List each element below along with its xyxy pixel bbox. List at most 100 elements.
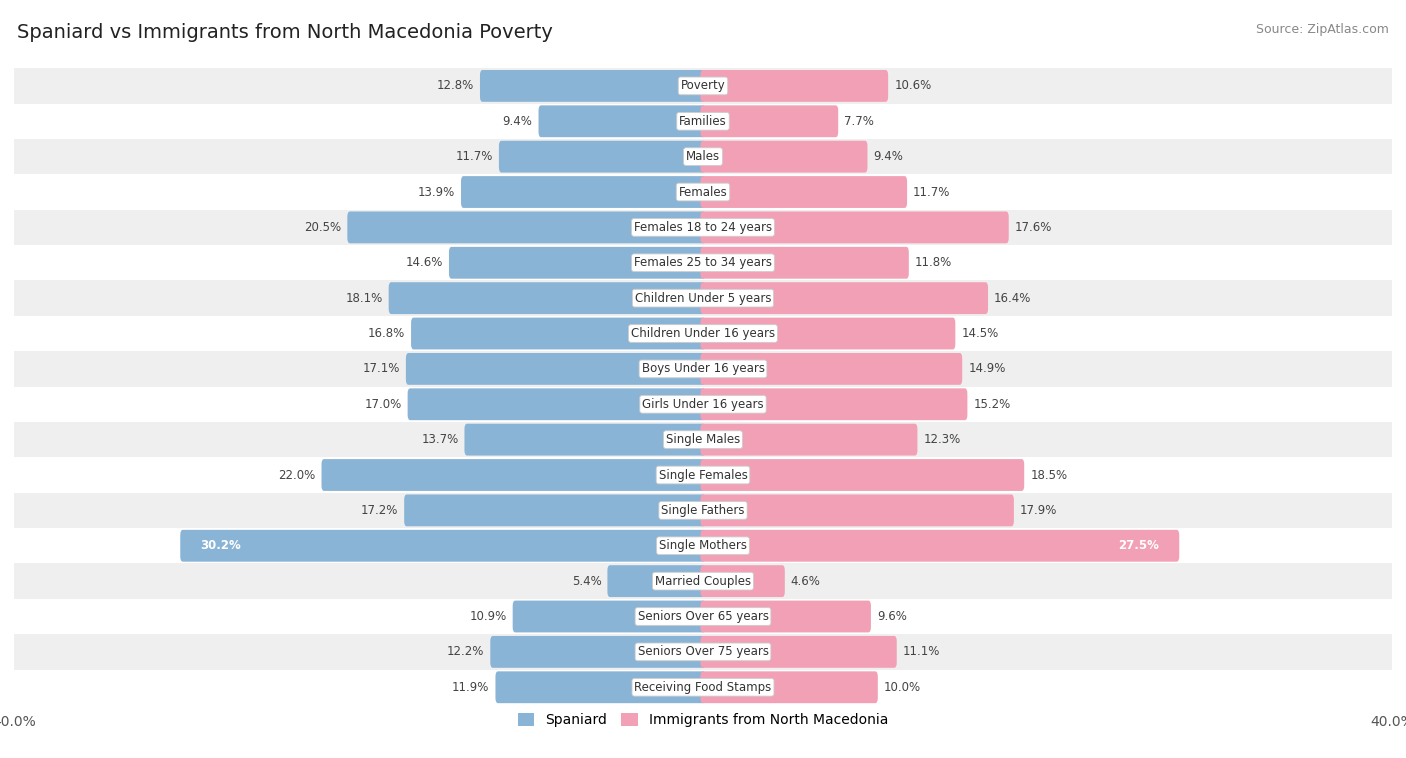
- Text: Children Under 5 years: Children Under 5 years: [634, 292, 772, 305]
- Bar: [14, 457, 1392, 493]
- FancyBboxPatch shape: [180, 530, 706, 562]
- Bar: [14, 139, 1392, 174]
- Text: 10.9%: 10.9%: [470, 610, 506, 623]
- Text: 9.4%: 9.4%: [873, 150, 904, 163]
- Bar: [14, 528, 1392, 563]
- Bar: [14, 68, 1392, 104]
- Text: Females 18 to 24 years: Females 18 to 24 years: [634, 221, 772, 234]
- Text: 17.2%: 17.2%: [361, 504, 398, 517]
- FancyBboxPatch shape: [513, 600, 706, 632]
- FancyBboxPatch shape: [700, 388, 967, 420]
- Text: Females 25 to 34 years: Females 25 to 34 years: [634, 256, 772, 269]
- Bar: [14, 316, 1392, 351]
- Text: 20.5%: 20.5%: [304, 221, 342, 234]
- Text: 7.7%: 7.7%: [844, 114, 875, 128]
- Text: Girls Under 16 years: Girls Under 16 years: [643, 398, 763, 411]
- Text: Males: Males: [686, 150, 720, 163]
- Text: Single Mothers: Single Mothers: [659, 539, 747, 553]
- Text: 5.4%: 5.4%: [572, 575, 602, 587]
- FancyBboxPatch shape: [464, 424, 706, 456]
- Text: 12.2%: 12.2%: [447, 645, 484, 659]
- Text: Married Couples: Married Couples: [655, 575, 751, 587]
- Text: Single Females: Single Females: [658, 468, 748, 481]
- FancyBboxPatch shape: [700, 565, 785, 597]
- Text: Single Males: Single Males: [666, 433, 740, 446]
- Text: 16.4%: 16.4%: [994, 292, 1032, 305]
- Bar: [14, 634, 1392, 669]
- FancyBboxPatch shape: [700, 176, 907, 208]
- Text: 11.1%: 11.1%: [903, 645, 941, 659]
- Text: 22.0%: 22.0%: [278, 468, 315, 481]
- Text: 14.5%: 14.5%: [962, 327, 998, 340]
- Text: 11.7%: 11.7%: [912, 186, 950, 199]
- Bar: [14, 669, 1392, 705]
- FancyBboxPatch shape: [700, 494, 1014, 526]
- FancyBboxPatch shape: [404, 494, 706, 526]
- FancyBboxPatch shape: [700, 424, 918, 456]
- FancyBboxPatch shape: [479, 70, 706, 102]
- FancyBboxPatch shape: [700, 141, 868, 173]
- Text: 17.0%: 17.0%: [364, 398, 402, 411]
- FancyBboxPatch shape: [461, 176, 706, 208]
- Text: Families: Families: [679, 114, 727, 128]
- Text: 27.5%: 27.5%: [1119, 539, 1160, 553]
- Text: 17.6%: 17.6%: [1015, 221, 1052, 234]
- FancyBboxPatch shape: [700, 70, 889, 102]
- Text: Children Under 16 years: Children Under 16 years: [631, 327, 775, 340]
- Text: 13.7%: 13.7%: [422, 433, 458, 446]
- Bar: [14, 563, 1392, 599]
- Text: 30.2%: 30.2%: [200, 539, 240, 553]
- Text: Poverty: Poverty: [681, 80, 725, 92]
- FancyBboxPatch shape: [700, 318, 955, 349]
- Text: Receiving Food Stamps: Receiving Food Stamps: [634, 681, 772, 694]
- Text: 11.8%: 11.8%: [915, 256, 952, 269]
- Text: 11.9%: 11.9%: [453, 681, 489, 694]
- Text: 17.1%: 17.1%: [363, 362, 399, 375]
- Bar: [14, 104, 1392, 139]
- FancyBboxPatch shape: [499, 141, 706, 173]
- Text: 16.8%: 16.8%: [368, 327, 405, 340]
- Text: 4.6%: 4.6%: [790, 575, 821, 587]
- FancyBboxPatch shape: [347, 211, 706, 243]
- FancyBboxPatch shape: [538, 105, 706, 137]
- FancyBboxPatch shape: [491, 636, 706, 668]
- Bar: [14, 280, 1392, 316]
- Text: Females: Females: [679, 186, 727, 199]
- FancyBboxPatch shape: [495, 672, 706, 703]
- FancyBboxPatch shape: [700, 211, 1008, 243]
- Bar: [14, 210, 1392, 245]
- FancyBboxPatch shape: [700, 530, 1180, 562]
- FancyBboxPatch shape: [700, 672, 877, 703]
- Text: Seniors Over 75 years: Seniors Over 75 years: [637, 645, 769, 659]
- Text: 15.2%: 15.2%: [973, 398, 1011, 411]
- Text: Boys Under 16 years: Boys Under 16 years: [641, 362, 765, 375]
- Text: 17.9%: 17.9%: [1019, 504, 1057, 517]
- Bar: [14, 174, 1392, 210]
- Text: Source: ZipAtlas.com: Source: ZipAtlas.com: [1256, 23, 1389, 36]
- Text: Single Fathers: Single Fathers: [661, 504, 745, 517]
- FancyBboxPatch shape: [408, 388, 706, 420]
- Text: 14.6%: 14.6%: [405, 256, 443, 269]
- Text: 14.9%: 14.9%: [969, 362, 1005, 375]
- Text: 18.5%: 18.5%: [1031, 468, 1067, 481]
- FancyBboxPatch shape: [406, 353, 706, 385]
- Bar: [14, 245, 1392, 280]
- Text: Spaniard vs Immigrants from North Macedonia Poverty: Spaniard vs Immigrants from North Macedo…: [17, 23, 553, 42]
- Text: 10.6%: 10.6%: [894, 80, 931, 92]
- FancyBboxPatch shape: [411, 318, 706, 349]
- Bar: [14, 493, 1392, 528]
- FancyBboxPatch shape: [700, 459, 1024, 491]
- FancyBboxPatch shape: [700, 353, 962, 385]
- Text: 9.6%: 9.6%: [877, 610, 907, 623]
- FancyBboxPatch shape: [449, 247, 706, 279]
- Text: 12.3%: 12.3%: [924, 433, 960, 446]
- Bar: [14, 422, 1392, 457]
- FancyBboxPatch shape: [700, 600, 870, 632]
- Bar: [14, 387, 1392, 422]
- FancyBboxPatch shape: [700, 636, 897, 668]
- Text: 11.7%: 11.7%: [456, 150, 494, 163]
- FancyBboxPatch shape: [322, 459, 706, 491]
- FancyBboxPatch shape: [700, 282, 988, 314]
- Text: 10.0%: 10.0%: [884, 681, 921, 694]
- FancyBboxPatch shape: [388, 282, 706, 314]
